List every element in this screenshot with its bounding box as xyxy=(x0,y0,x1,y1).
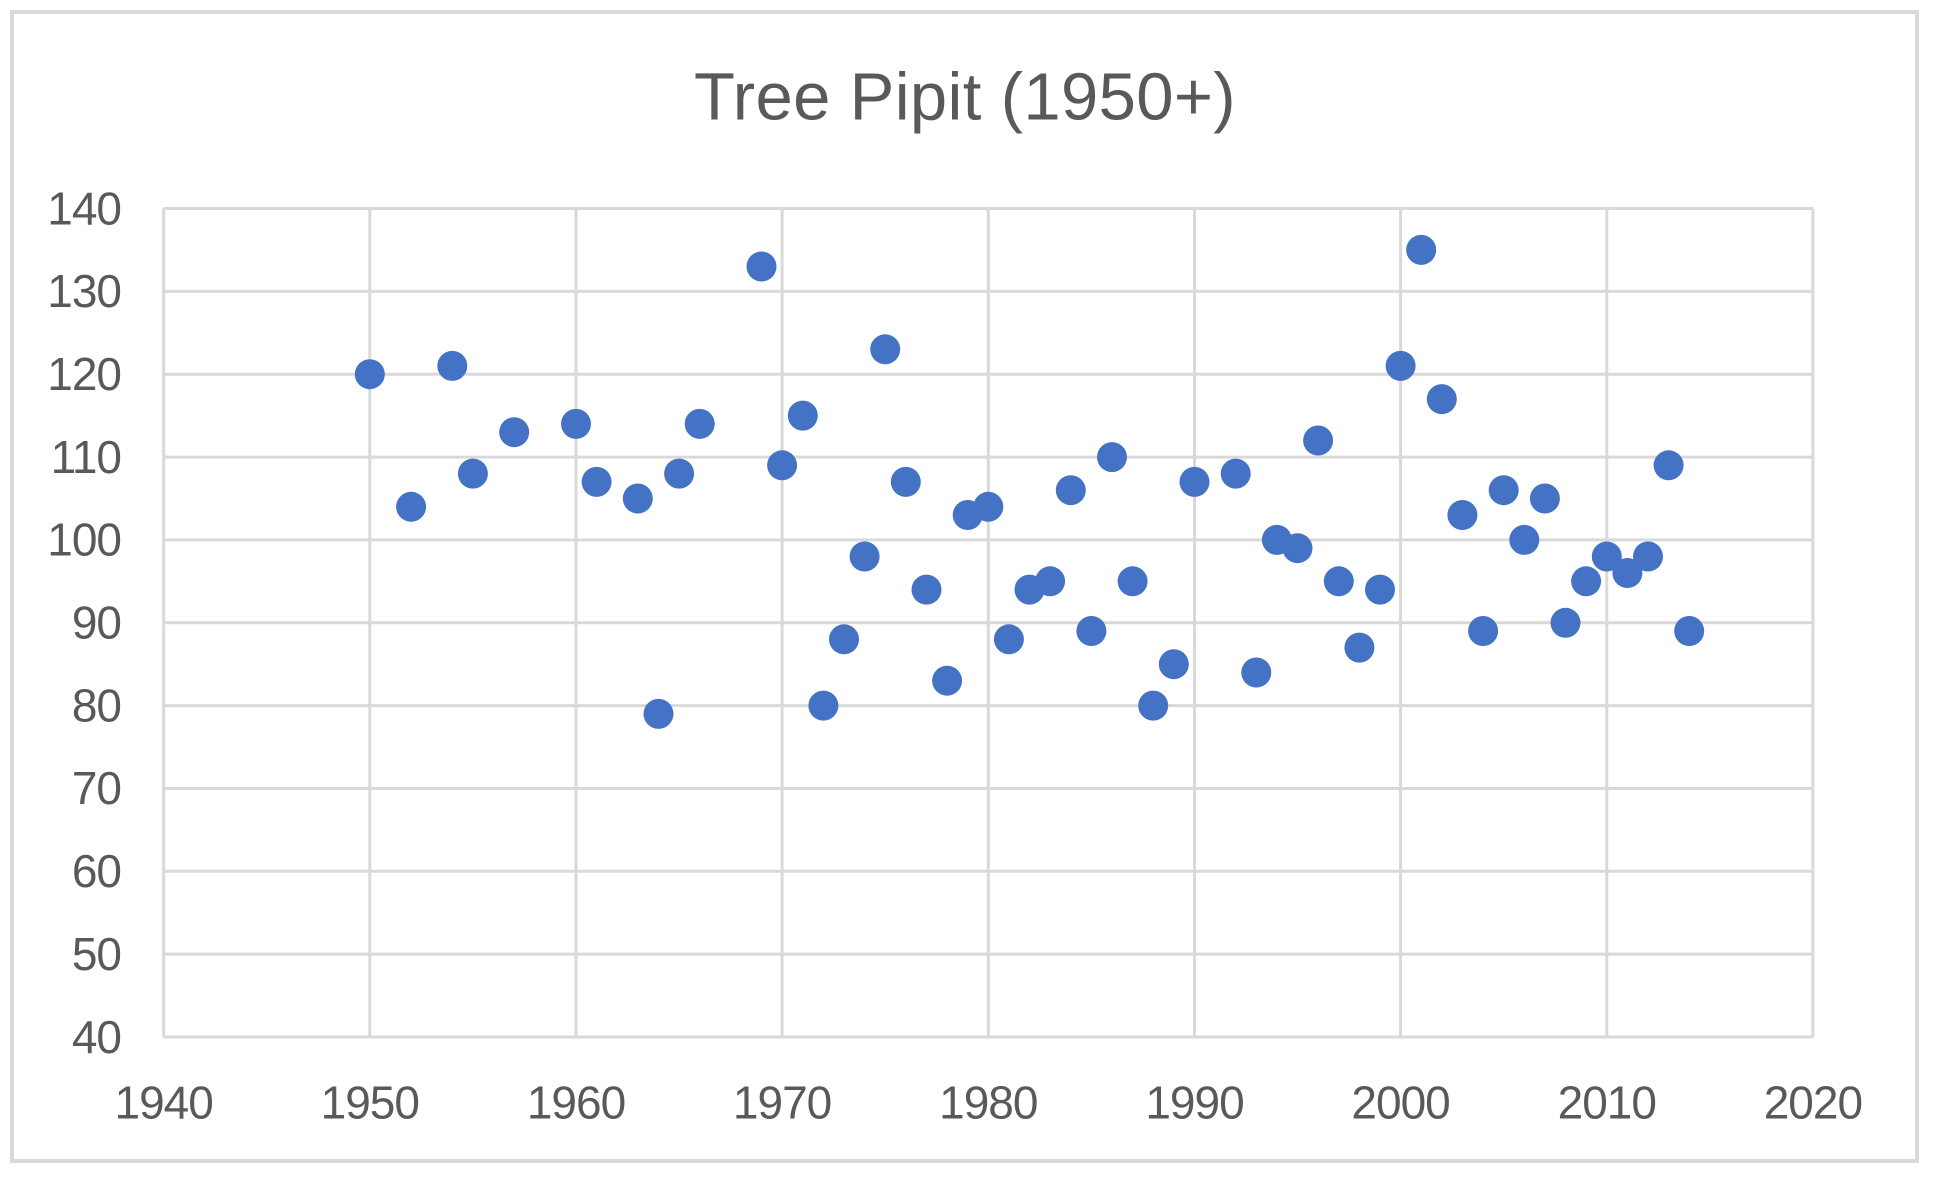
svg-text:2020: 2020 xyxy=(1764,1077,1862,1129)
svg-text:1940: 1940 xyxy=(115,1077,213,1129)
svg-text:130: 130 xyxy=(47,265,121,317)
svg-text:60: 60 xyxy=(72,845,121,897)
svg-text:1970: 1970 xyxy=(733,1077,831,1129)
svg-text:2010: 2010 xyxy=(1558,1077,1656,1129)
svg-text:2000: 2000 xyxy=(1351,1077,1449,1129)
svg-text:50: 50 xyxy=(72,928,121,980)
svg-text:70: 70 xyxy=(72,762,121,814)
svg-text:40: 40 xyxy=(72,1011,121,1063)
svg-text:1990: 1990 xyxy=(1145,1077,1243,1129)
svg-text:120: 120 xyxy=(47,348,121,400)
svg-text:1950: 1950 xyxy=(321,1077,419,1129)
svg-text:100: 100 xyxy=(47,514,121,566)
svg-text:1960: 1960 xyxy=(527,1077,625,1129)
svg-text:1980: 1980 xyxy=(939,1077,1037,1129)
svg-text:80: 80 xyxy=(72,679,121,731)
svg-text:90: 90 xyxy=(72,597,121,649)
svg-text:110: 110 xyxy=(51,431,121,483)
svg-text:140: 140 xyxy=(47,182,121,234)
svg-text:Tree Pipit (1950+): Tree Pipit (1950+) xyxy=(694,60,1236,135)
